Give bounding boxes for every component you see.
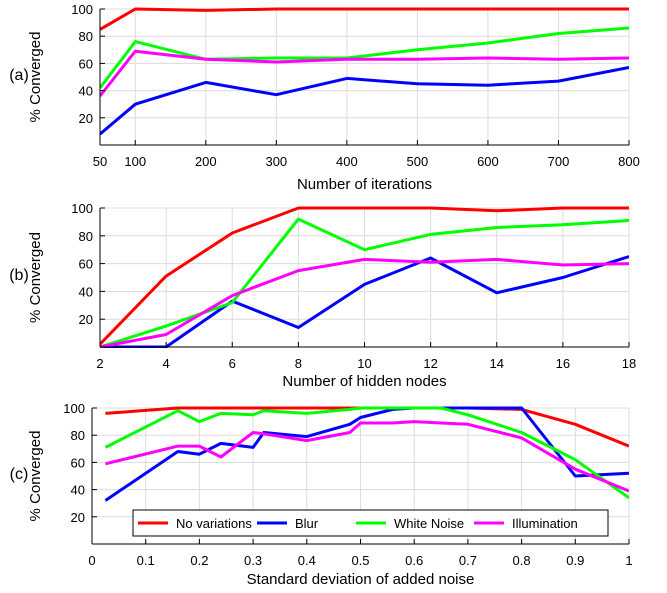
x-tick-label: 400 [336,154,358,169]
x-axis-label: Number of hidden nodes [282,373,446,390]
x-tick-label: 14 [490,356,504,371]
series-line-3 [100,217,629,348]
y-tick-label: 20 [79,111,93,126]
y-axis-label: % Converged [27,32,44,123]
y-tick-label: 80 [79,229,93,244]
y-tick-label: 60 [79,257,93,272]
panel-label: (a) [9,67,29,84]
x-tick-label: 1 [625,553,632,568]
y-tick-label: 20 [71,510,85,525]
y-axis-label: % Converged [27,431,44,522]
series-line-2 [104,406,629,502]
x-tick-label: 8 [295,356,302,371]
chart-panel-1: 50 100 200 300 400 500 600 700 800 20 40 60 80 100 Num… [9,2,640,193]
x-tick-label: 12 [423,356,437,371]
x-tick-label: 0.2 [190,553,208,568]
x-tick-label: 0.8 [513,553,531,568]
x-tick-label: 2 [96,356,103,371]
x-tick-label: 0.6 [405,553,423,568]
legend-label-3: White Noise [394,516,464,531]
series-line-2 [100,66,629,136]
y-tick-label: 20 [79,312,93,327]
series-line-2 [100,255,629,348]
panel-label: (b) [9,267,29,284]
series-line-1 [100,7,629,31]
x-axis-label: Number of iterations [297,176,432,193]
x-tick-label: 0.3 [244,553,262,568]
y-tick-label: 60 [71,455,85,470]
x-axis-label: Standard deviation of added noise [247,571,475,588]
x-tick-label: 500 [407,154,429,169]
legend-label-2: Blur [295,516,319,531]
legend: No variations Blur White Noise Illumination [132,509,609,537]
chart-panel-3: 0 0.1 0.2 0.3 0.4 0.5 0.6 0.7 0.8 0.9 1 20 40 60 80 100… [10,401,633,588]
y-tick-label: 40 [79,284,93,299]
y-axis-label: % Converged [27,232,44,323]
x-tick-label: 100 [124,154,146,169]
chart-panel-2: 2 4 6 8 10 12 14 16 18 20 40 60 80 100 Number of hidde… [9,201,636,390]
y-tick-label: 80 [79,29,93,44]
x-tick-label: 6 [229,356,236,371]
legend-label-4: Illumination [512,516,578,531]
y-tick-label: 100 [63,401,85,416]
series-line-3 [104,406,629,500]
series-line-1 [100,206,629,346]
y-tick-label: 100 [71,2,93,17]
x-tick-label: 700 [548,154,570,169]
x-tick-label: 800 [618,154,640,169]
y-tick-label: 80 [71,428,85,443]
x-tick-label: 200 [195,154,217,169]
series-line-4 [100,49,629,97]
x-tick-label: 50 [93,154,107,169]
x-tick-label: 10 [357,356,371,371]
x-tick-label: 0.5 [351,553,369,568]
x-tick-label: 0.4 [298,553,316,568]
panel-label: (c) [10,466,29,483]
x-tick-label: 600 [477,154,499,169]
legend-label-1: No variations [176,516,252,531]
x-tick-label: 300 [265,154,287,169]
x-tick-label: 0 [88,553,95,568]
x-tick-label: 0.7 [459,553,477,568]
x-tick-label: 16 [556,356,570,371]
y-tick-label: 100 [71,201,93,216]
x-tick-label: 18 [622,356,636,371]
x-tick-label: 0.1 [137,553,155,568]
y-tick-label: 40 [79,84,93,99]
y-tick-label: 60 [79,56,93,71]
y-tick-label: 40 [71,483,85,498]
series-line-4 [105,420,629,493]
x-tick-label: 4 [163,356,170,371]
x-tick-label: 0.9 [566,553,584,568]
series-line-4 [100,257,629,348]
